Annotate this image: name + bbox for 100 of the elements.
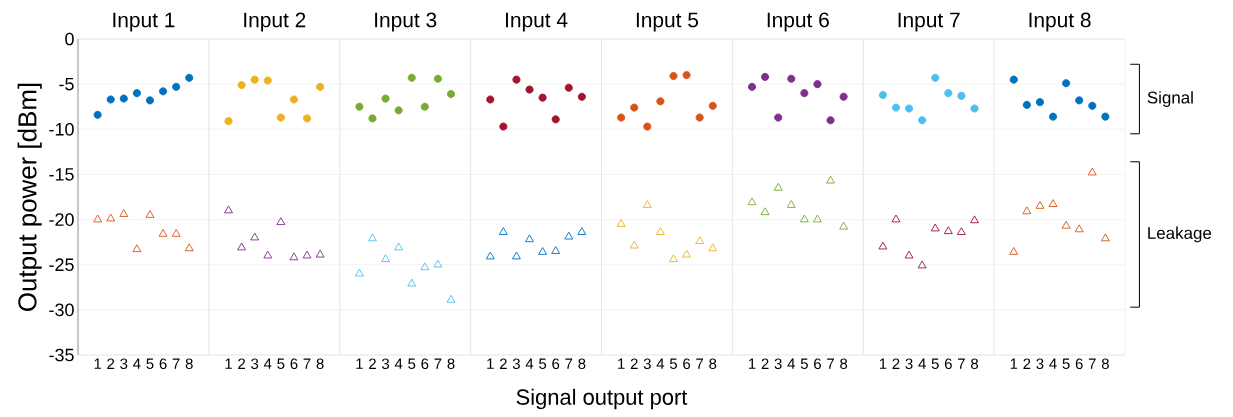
point <box>250 232 260 241</box>
x-tick-label: 7 <box>958 358 965 369</box>
x-tick-label: 6 <box>159 358 167 370</box>
point <box>512 251 521 260</box>
x-tick-label: 6 <box>814 358 821 370</box>
point <box>407 73 416 82</box>
x-tick-label: 3 <box>1036 358 1044 370</box>
point <box>159 87 168 96</box>
x-tick-label: 1 <box>356 358 363 369</box>
x-tick-label: 7 <box>827 358 834 369</box>
point <box>957 227 966 235</box>
point <box>799 214 809 223</box>
x-tick-label: 7 <box>1088 358 1096 369</box>
x-tick-label: 2 <box>369 358 376 369</box>
x-tick-label: 6 <box>1075 358 1083 370</box>
point <box>1074 224 1084 233</box>
point <box>943 226 953 235</box>
point <box>368 114 377 123</box>
x-tick-label: 6 <box>290 358 298 370</box>
x-tick-label: 7 <box>696 358 704 369</box>
point <box>1035 201 1045 209</box>
point <box>1088 101 1097 110</box>
chart-title: Input 2 <box>244 12 306 32</box>
point <box>891 214 901 223</box>
point <box>878 241 888 250</box>
x-tick-label: 7 <box>434 358 442 369</box>
point <box>420 262 430 271</box>
point <box>747 197 757 206</box>
point <box>158 228 168 237</box>
x-tick-label: 8 <box>578 358 586 370</box>
x-tick-label: 8 <box>316 358 324 370</box>
point <box>106 95 115 104</box>
point <box>184 243 194 252</box>
point <box>957 91 966 100</box>
x-tick-label: 1 <box>879 358 887 369</box>
point <box>616 219 626 227</box>
text: Leakage <box>1148 226 1212 243</box>
point <box>289 95 298 104</box>
point <box>498 227 508 235</box>
x-tick-label: 2 <box>1023 358 1031 369</box>
point <box>1061 220 1071 229</box>
point <box>93 110 102 119</box>
point <box>839 92 848 101</box>
point <box>263 76 272 85</box>
point <box>970 104 979 113</box>
point <box>826 116 835 125</box>
point <box>1009 75 1018 84</box>
point <box>289 252 299 261</box>
point <box>1087 167 1097 176</box>
chart-title: Input 4 <box>506 12 568 32</box>
point <box>446 294 456 303</box>
y-axis-title: Output power [dBm] <box>17 83 42 311</box>
point <box>682 71 691 80</box>
point <box>224 205 233 214</box>
x-tick-label: 4 <box>787 358 795 369</box>
point <box>355 102 364 111</box>
y-tick-label: -25 <box>49 258 74 272</box>
x-tick-label: 1 <box>1010 358 1018 369</box>
point <box>172 82 181 91</box>
point <box>394 106 403 115</box>
point <box>407 278 417 287</box>
point <box>577 227 587 235</box>
x-tick-label: 3 <box>643 358 651 370</box>
point <box>433 259 443 268</box>
chart-title: Input 8 <box>1029 12 1091 32</box>
point <box>171 228 181 237</box>
x-tick-label: 2 <box>499 358 507 369</box>
x-tick-label: 3 <box>120 358 128 370</box>
x-tick-label: 6 <box>683 358 691 370</box>
point <box>316 82 325 91</box>
point <box>250 75 259 84</box>
point <box>655 227 665 235</box>
point <box>695 113 704 122</box>
point <box>1022 100 1031 109</box>
point <box>930 223 940 232</box>
point <box>905 104 914 113</box>
point <box>682 249 691 258</box>
point <box>1048 199 1058 207</box>
point <box>1075 96 1084 105</box>
point <box>642 200 652 208</box>
x-tick-label: 5 <box>277 358 285 369</box>
point <box>577 92 586 101</box>
x-axis-title: Signal output port <box>516 388 688 410</box>
point <box>119 94 128 103</box>
point <box>551 246 561 254</box>
point <box>970 215 979 224</box>
x-tick-label: 1 <box>487 358 494 369</box>
point <box>813 214 822 223</box>
x-tick-label: 6 <box>552 358 560 370</box>
point <box>1101 112 1110 121</box>
point <box>394 242 404 251</box>
point <box>931 73 940 82</box>
point <box>1009 247 1019 255</box>
chart-title: Input 3 <box>375 12 437 32</box>
x-tick-label: 7 <box>303 358 311 369</box>
point <box>512 75 521 84</box>
x-tick-label: 5 <box>669 358 678 369</box>
point <box>145 210 155 218</box>
x-tick-label: 8 <box>840 358 848 370</box>
y-tick-label: -15 <box>49 168 74 181</box>
